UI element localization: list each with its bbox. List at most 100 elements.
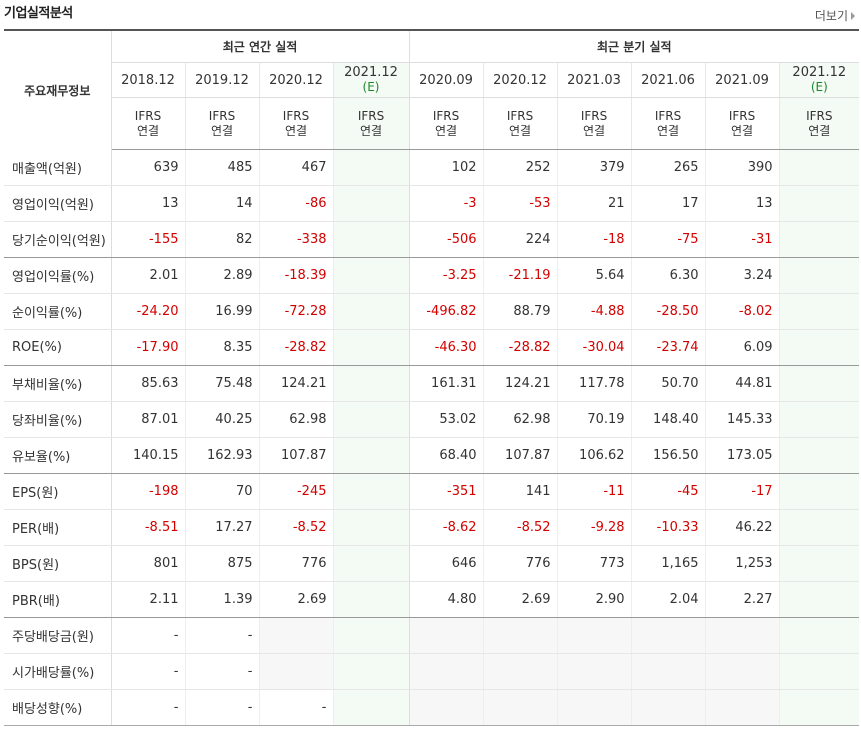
table-cell: 70: [184, 473, 259, 510]
table-cell: [482, 617, 558, 654]
table-cell: 13: [704, 185, 780, 222]
table-cell: 40.25: [184, 401, 259, 438]
table-cell: 265: [630, 149, 706, 186]
ifrs-label: IFRS 연결: [110, 97, 185, 150]
annual-group-header: 최근 연간 실적: [110, 30, 410, 63]
table-cell: 5.64: [556, 257, 632, 294]
table-cell: -155: [110, 221, 185, 258]
table-cell: 875: [184, 545, 259, 582]
table-cell: [332, 401, 410, 438]
table-cell: [778, 581, 860, 618]
table-cell: [778, 401, 860, 438]
table-cell: 390: [704, 149, 780, 186]
table-cell: -86: [258, 185, 333, 222]
table-row: 매출액(억원) 639 485 467 102 252 379 265 390: [4, 149, 860, 186]
table-cell: -28.50: [630, 293, 706, 330]
row-label: EPS(원): [4, 473, 112, 510]
page-title: 기업실적분석: [4, 6, 73, 21]
more-label: 더보기: [814, 9, 848, 23]
row-label: PER(배): [4, 509, 112, 546]
row-label: PBR(배): [4, 581, 112, 618]
table-row: 부채비율(%) 85.63 75.48 124.21 161.31 124.21 117.7…: [4, 365, 860, 402]
table-cell: 639: [110, 149, 185, 186]
table-cell: 252: [482, 149, 558, 186]
table-cell: -: [258, 689, 333, 726]
row-label: 순이익률(%): [4, 293, 112, 330]
ifrs-standard: IFRS: [654, 108, 682, 123]
financial-table: 주요재무정보 최근 연간 실적 최근 분기 실적 2018.12 2019.12 2…: [4, 29, 860, 726]
more-link[interactable]: 더보기: [815, 7, 855, 24]
ifrs-standard: IFRS: [357, 108, 385, 123]
table-cell: -17: [704, 473, 780, 510]
table-cell: 2.11: [110, 581, 185, 618]
table-cell: -21.19: [482, 257, 558, 294]
table-cell: 485: [184, 149, 259, 186]
table-cell: -17.90: [110, 329, 185, 366]
table-cell: 2.90: [556, 581, 632, 618]
ifrs-label: IFRS 연결: [184, 97, 259, 150]
table-cell: [704, 653, 780, 690]
row-label: 매출액(억원): [4, 149, 112, 186]
ifrs-standard: IFRS: [134, 108, 162, 123]
row-label: 당기순이익(억원): [4, 221, 112, 258]
table-cell: 776: [258, 545, 333, 582]
table-row: 당기순이익(억원) -155 82 -338 -506 224 -18 -75 -31: [4, 221, 860, 258]
table-cell: -: [110, 653, 185, 690]
table-row: 당좌비율(%) 87.01 40.25 62.98 53.02 62.98 70.19 148…: [4, 401, 860, 438]
ifrs-label: IFRS 연결: [704, 97, 780, 150]
table-cell: [332, 581, 410, 618]
table-cell: 62.98: [258, 401, 333, 438]
table-cell: 1,165: [630, 545, 706, 582]
table-cell: [778, 257, 860, 294]
period-label: 2019.12: [195, 72, 249, 88]
table-cell: -: [184, 617, 259, 654]
table-cell: 14: [184, 185, 259, 222]
table-cell: [778, 293, 860, 330]
table-cell: 2.04: [630, 581, 706, 618]
row-label: 당좌비율(%): [4, 401, 112, 438]
table-cell: 50.70: [630, 365, 706, 402]
ifrs-standard: IFRS: [580, 108, 608, 123]
table-cell: [556, 653, 632, 690]
table-cell: [778, 653, 860, 690]
row-label: 영업이익(억원): [4, 185, 112, 222]
table-cell: 2.69: [482, 581, 558, 618]
table-cell: 117.78: [556, 365, 632, 402]
period-header: 2021.09: [704, 62, 780, 98]
table-cell: -53: [482, 185, 558, 222]
table-cell: 6.30: [630, 257, 706, 294]
table-cell: -506: [408, 221, 484, 258]
table-cell: -24.20: [110, 293, 185, 330]
period-label: 2021.12: [344, 65, 398, 80]
table-cell: -351: [408, 473, 484, 510]
table-cell: 88.79: [482, 293, 558, 330]
table-cell: [408, 617, 484, 654]
ifrs-label: IFRS 연결: [332, 97, 410, 150]
table-cell: [778, 329, 860, 366]
table-cell: [778, 545, 860, 582]
table-cell: 2.27: [704, 581, 780, 618]
table-row: 유보율(%) 140.15 162.93 107.87 68.40 107.87 106.6…: [4, 437, 860, 474]
ifrs-label: IFRS 연결: [778, 97, 860, 150]
table-cell: -31: [704, 221, 780, 258]
table-cell: -: [110, 617, 185, 654]
row-label: 유보율(%): [4, 437, 112, 474]
ifrs-label: IFRS 연결: [630, 97, 706, 150]
ifrs-consolidated: 연결: [657, 123, 680, 138]
table-cell: -8.52: [258, 509, 333, 546]
table-cell: 3.24: [704, 257, 780, 294]
table-cell: [258, 653, 333, 690]
table-cell: 141: [482, 473, 558, 510]
period-header: 2021.06: [630, 62, 706, 98]
row-label: 부채비율(%): [4, 365, 112, 402]
ifrs-standard: IFRS: [806, 108, 833, 123]
ifrs-label: IFRS 연결: [408, 97, 484, 150]
table-cell: [778, 437, 860, 474]
table-cell: -18.39: [258, 257, 333, 294]
table-cell: [332, 149, 410, 186]
table-cell: [778, 365, 860, 402]
table-cell: [778, 185, 860, 222]
table-cell: [332, 509, 410, 546]
ifrs-standard: IFRS: [208, 108, 236, 123]
table-cell: -8.62: [408, 509, 484, 546]
